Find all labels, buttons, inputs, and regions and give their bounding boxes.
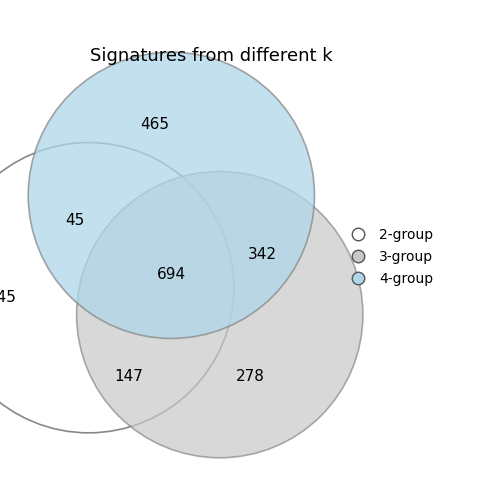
Text: 145: 145 bbox=[0, 290, 17, 305]
Text: 278: 278 bbox=[235, 369, 265, 384]
Text: 694: 694 bbox=[157, 267, 186, 282]
Text: 45: 45 bbox=[65, 213, 84, 228]
Text: 465: 465 bbox=[141, 116, 170, 132]
Text: 342: 342 bbox=[247, 247, 277, 263]
Title: Signatures from different k: Signatures from different k bbox=[90, 47, 333, 65]
Circle shape bbox=[77, 171, 363, 458]
Text: 147: 147 bbox=[114, 369, 144, 384]
Legend: 2-group, 3-group, 4-group: 2-group, 3-group, 4-group bbox=[339, 222, 438, 292]
Circle shape bbox=[28, 52, 314, 339]
